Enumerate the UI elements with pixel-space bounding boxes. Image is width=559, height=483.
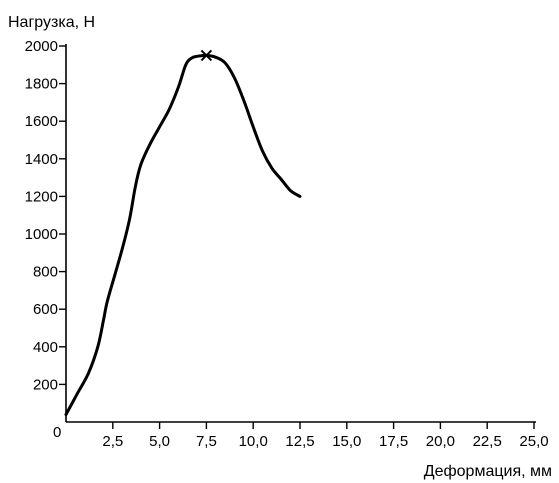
x-tick-label: 22,5	[473, 433, 502, 450]
x-tick-label: 15,0	[332, 433, 361, 450]
y-tick-label: 600	[33, 301, 58, 318]
x-tick-label: 7,5	[196, 433, 217, 450]
y-tick-label: 2000	[25, 38, 58, 55]
series-group	[64, 53, 302, 416]
x-tick-label: 20,0	[426, 433, 455, 450]
x-tick-label: 5,0	[149, 433, 170, 450]
x-tick-label: 2,5	[102, 433, 123, 450]
peak-marker-group	[200, 49, 213, 62]
x-tick-label: 25,0	[519, 433, 548, 450]
y-tick-label: 1800	[25, 76, 58, 93]
y-tick-label: 1600	[25, 113, 58, 130]
y-tick-label: 1400	[25, 151, 58, 168]
y-tick-label: 1000	[25, 226, 58, 243]
y-tick-label: 200	[33, 376, 58, 393]
x-tick-label: 10,0	[239, 433, 268, 450]
y-axis-ticks: 200 400 600 800 1000 1200 1400 1600 1800 2000	[25, 38, 66, 393]
axes	[65, 44, 536, 423]
y-tick-label: 400	[33, 339, 58, 356]
load-curve-line	[64, 53, 302, 416]
x-axis-ticks: 2,5 5,0 7,5 10,0 12,5 15,0 17,5 20,0 22,5 25,0	[102, 422, 549, 450]
x-tick-label: 12,5	[285, 433, 314, 450]
y-tick-label: 1200	[25, 188, 58, 205]
y-tick-label: 800	[33, 264, 58, 281]
x-tick-label: 17,5	[379, 433, 408, 450]
x-axis-title: Деформация, мм	[424, 463, 552, 480]
origin-label: 0	[53, 424, 61, 441]
y-axis-title: Нагрузка, Н	[8, 14, 95, 31]
peak-marker-stroke-b	[200, 49, 213, 62]
